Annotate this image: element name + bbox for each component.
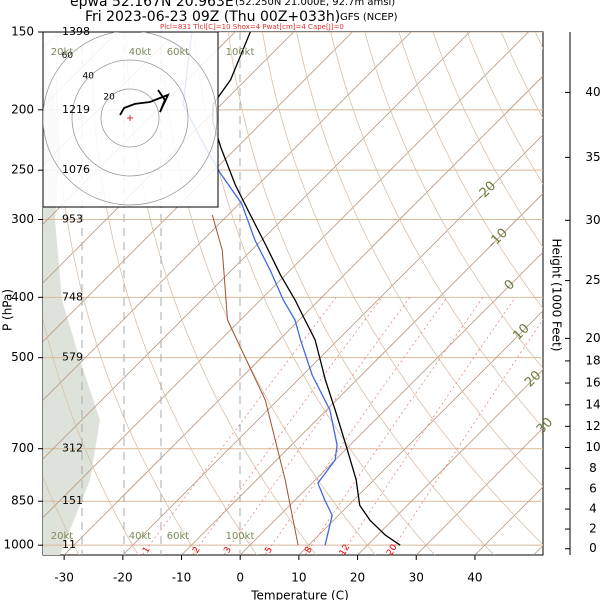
- isotherm: [534, 32, 600, 555]
- y2-tick-label: 20: [585, 331, 600, 345]
- x-tick-label: 30: [409, 571, 424, 585]
- model: GFS (NCEP): [340, 12, 398, 23]
- height-label: 579: [62, 351, 83, 364]
- y2-tick-label: 10: [585, 440, 600, 454]
- y-tick-label: 250: [11, 163, 34, 177]
- x-tick-label: -10: [172, 571, 192, 585]
- y2-tick-label: 40: [585, 85, 600, 99]
- hodograph-ring-label: 40: [83, 72, 95, 82]
- y2-tick-label: 18: [585, 353, 600, 367]
- wind-scale-label: 20kt: [51, 531, 74, 542]
- y2-tick-label: 6: [589, 481, 597, 495]
- height-label: 953: [62, 212, 83, 225]
- wind-scale-label: 60kt: [167, 531, 190, 542]
- height-label: 1076: [62, 163, 90, 176]
- y2-tick-label: 8: [589, 461, 597, 475]
- x-tick-label: 10: [291, 571, 306, 585]
- x-tick-label: -30: [54, 571, 74, 585]
- y-tick-label: 300: [11, 212, 34, 226]
- indices: Plcl=831 Tlcl[C]=10 Shox=4 Pwat[cm]=4 Ca…: [160, 23, 344, 31]
- y2-tick-label: 14: [585, 397, 600, 411]
- y-tick-label: 500: [11, 350, 34, 364]
- height-label: 1219: [62, 103, 90, 116]
- y2-tick-label: 12: [585, 419, 600, 433]
- x-tick-label: 0: [236, 571, 244, 585]
- y2-tick-label: 16: [585, 376, 600, 390]
- y2-axis-label: Height (1000 Feet): [550, 239, 564, 352]
- height-label: 151: [62, 494, 83, 507]
- y2-tick-label: 25: [585, 273, 600, 287]
- x-axis-label: Temperature (C): [250, 589, 349, 601]
- title-note: (52.250N 21.000E, 92.7m amsl): [235, 0, 395, 8]
- y-axis-label: P (hPa): [1, 289, 15, 331]
- y2-tick-label: 4: [589, 502, 597, 516]
- y-tick-label: 400: [11, 290, 34, 304]
- wind-scale-label: 100kt: [226, 47, 255, 58]
- wind-scale-label: 40kt: [129, 531, 152, 542]
- y2-tick-label: 30: [585, 213, 600, 227]
- height-label: 312: [62, 442, 83, 455]
- y-tick-label: 150: [11, 25, 34, 39]
- y2-tick-label: 35: [585, 150, 600, 164]
- y-tick-label: 850: [11, 494, 34, 508]
- y-tick-label: 700: [11, 441, 34, 455]
- hodograph-ring-label: 20: [103, 93, 115, 103]
- x-tick-label: 20: [350, 571, 365, 585]
- y2-tick-label: 2: [589, 522, 597, 536]
- y-tick-label: 200: [11, 102, 34, 116]
- wind-scale-label: 100kt: [226, 531, 255, 542]
- wind-scale-label: 60kt: [167, 47, 190, 58]
- y2-tick-label: 0: [589, 541, 597, 555]
- x-tick-label: 40: [467, 571, 482, 585]
- y-tick-label: 1000: [3, 538, 34, 552]
- wind-scale-label: 40kt: [129, 47, 152, 58]
- height-label: 1398: [62, 25, 90, 38]
- wind-scale-label: 20kt: [51, 47, 74, 58]
- x-tick-label: -20: [113, 571, 133, 585]
- height-label: 748: [62, 290, 83, 303]
